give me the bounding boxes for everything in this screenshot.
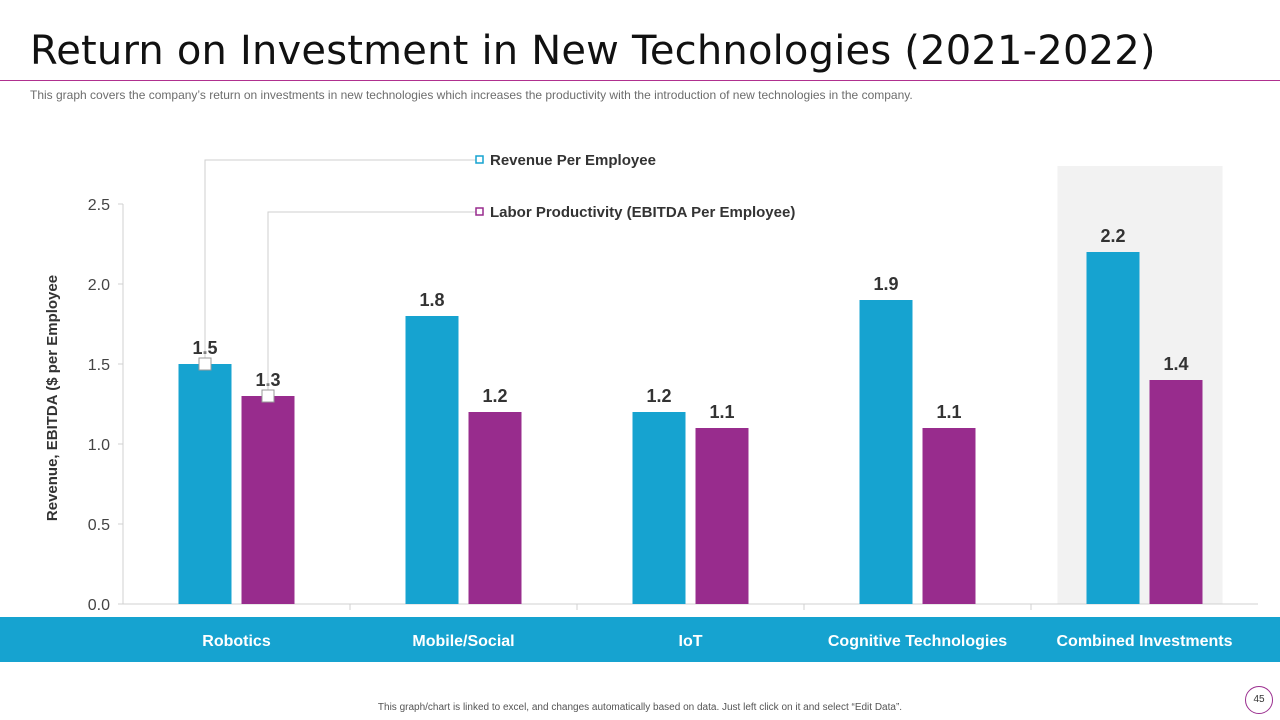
y-tick-label: 0.0 <box>88 597 110 614</box>
bar-ebitda[interactable] <box>468 412 522 604</box>
bar-revenue[interactable] <box>1086 252 1140 604</box>
legend-callout-line <box>267 211 476 396</box>
bar-revenue[interactable] <box>405 316 459 604</box>
bar-value-label: 1.1 <box>936 402 961 422</box>
bar-value-label: 1.1 <box>709 402 734 422</box>
y-tick-label: 2.0 <box>88 277 110 294</box>
y-tick-label: 0.5 <box>88 517 110 534</box>
title-divider <box>0 80 1280 81</box>
bar-ebitda[interactable] <box>695 428 749 604</box>
legend-callout-marker <box>261 389 275 403</box>
y-tick-label: 1.0 <box>88 437 110 454</box>
legend-callout-marker <box>198 357 212 371</box>
bar-value-label: 1.9 <box>873 274 898 294</box>
legend-label: Labor Productivity (EBITDA Per Employee) <box>490 204 795 221</box>
bar-revenue[interactable] <box>632 412 686 604</box>
bar-revenue[interactable] <box>859 300 913 604</box>
bar-ebitda[interactable] <box>1149 380 1203 604</box>
bar-value-label: 1.2 <box>646 386 671 406</box>
bar-revenue[interactable] <box>178 364 232 604</box>
slide-title: Return on Investment in New Technologies… <box>30 28 1156 74</box>
y-axis-title: Revenue, EBITDA ($ per Employee <box>44 275 61 521</box>
legend-callout-line <box>204 159 476 364</box>
legend-swatch <box>475 155 484 164</box>
y-tick-label: 2.5 <box>88 197 110 214</box>
y-tick-label: 1.5 <box>88 357 110 374</box>
bar-ebitda[interactable] <box>922 428 976 604</box>
category-label: Combined Investments <box>1056 633 1232 650</box>
slide-subtitle: This graph covers the company’s return o… <box>30 88 913 102</box>
category-band <box>0 617 1280 662</box>
bar-value-label: 1.8 <box>419 290 444 310</box>
page-number: 45 <box>1245 686 1273 714</box>
bar-value-label: 2.2 <box>1100 226 1125 246</box>
category-label: Robotics <box>202 633 271 650</box>
legend-label: Revenue Per Employee <box>490 152 656 169</box>
bar-value-label: 1.2 <box>482 386 507 406</box>
legend-swatch <box>475 207 484 216</box>
bar-ebitda[interactable] <box>241 396 295 604</box>
category-label: Mobile/Social <box>412 633 514 650</box>
category-label: Cognitive Technologies <box>828 633 1007 650</box>
bar-value-label: 1.4 <box>1163 354 1188 374</box>
footer-note: This graph/chart is linked to excel, and… <box>377 702 903 713</box>
category-label: IoT <box>679 633 703 650</box>
